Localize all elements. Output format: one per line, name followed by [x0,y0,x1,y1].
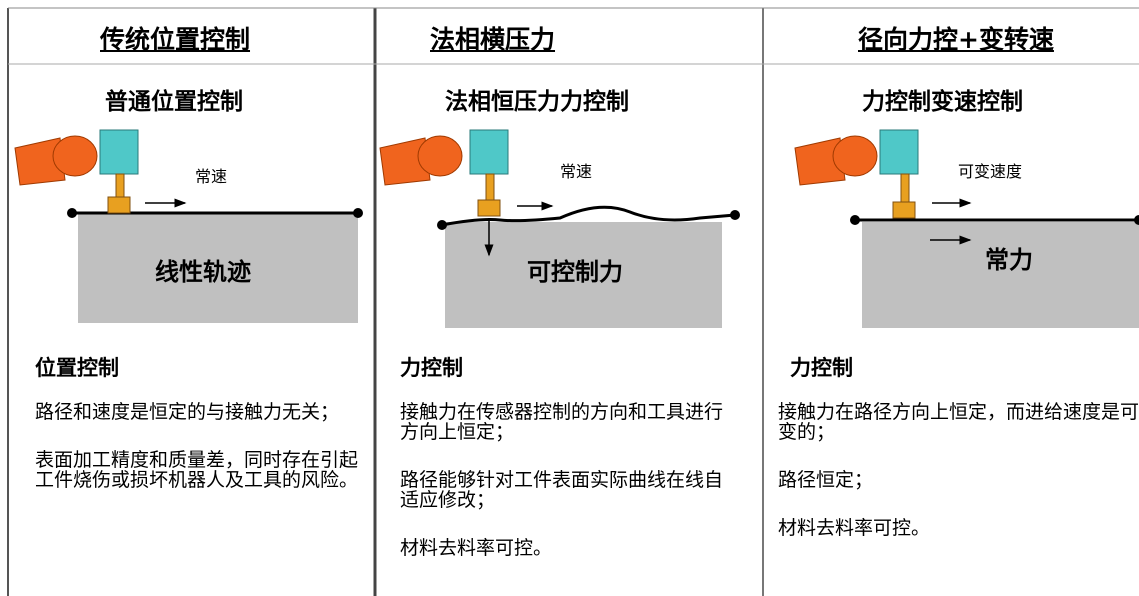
workpiece [445,222,722,328]
column-header: 法相横压力 [430,25,556,54]
tool-path [441,205,736,227]
paragraph: 材料去料率可控。 [778,517,931,539]
spindle [99,129,139,175]
tool [477,199,501,217]
column-header: 传统位置控制 [100,25,251,54]
paragraph: 路径恒定； [778,469,874,491]
speed-label: 可变速度 [958,162,1023,181]
paragraph: 表面加工精度和质量差，同时存在引起工件烧伤或损坏机器人及工具的风险。 [35,449,359,491]
stem [485,173,495,201]
paragraph: 接触力在路径方向上恒定，而进给速度是可变的； [778,401,1139,443]
tool [892,201,916,219]
section-title: 力控制 [400,356,463,380]
surface-label: 常力 [985,246,1033,274]
path-end [353,208,363,218]
robot-joint [52,135,98,177]
robot-arm [379,137,431,186]
workpiece [78,213,358,323]
column-header: 径向力控+变转速 [858,25,1054,54]
path-end [730,210,740,220]
column-subtitle: 力控制变速控制 [862,89,1023,115]
spindle [469,129,509,175]
section-title: 位置控制 [35,356,119,380]
speed-label: 常速 [560,162,593,181]
robot-joint [832,135,878,177]
paragraph: 路径和速度是恒定的与接触力无关； [35,401,340,423]
tool [107,196,131,214]
path-end [1134,215,1139,225]
column-subtitle: 法相恒压力力控制 [445,89,629,115]
speed-label: 常速 [195,167,228,186]
surface-label: 线性轨迹 [155,258,251,286]
robot-arm [794,137,846,186]
surface-label: 可控制力 [527,258,623,286]
stem [115,173,125,198]
paragraph: 接触力在传感器控制的方向和工具进行方向上恒定； [400,401,724,443]
path-end [67,208,77,218]
spindle [879,129,919,175]
path-end [437,220,447,230]
robot-joint [417,135,463,177]
column-subtitle: 普通位置控制 [105,89,243,115]
paragraph: 路径能够针对工件表面实际曲线在线自适应修改； [400,469,724,511]
robot-arm [14,137,66,186]
section-title: 力控制 [790,356,853,380]
stem [900,173,910,203]
paragraph: 材料去料率可控。 [400,537,553,559]
path-end [850,215,860,225]
workpiece [862,222,1139,328]
